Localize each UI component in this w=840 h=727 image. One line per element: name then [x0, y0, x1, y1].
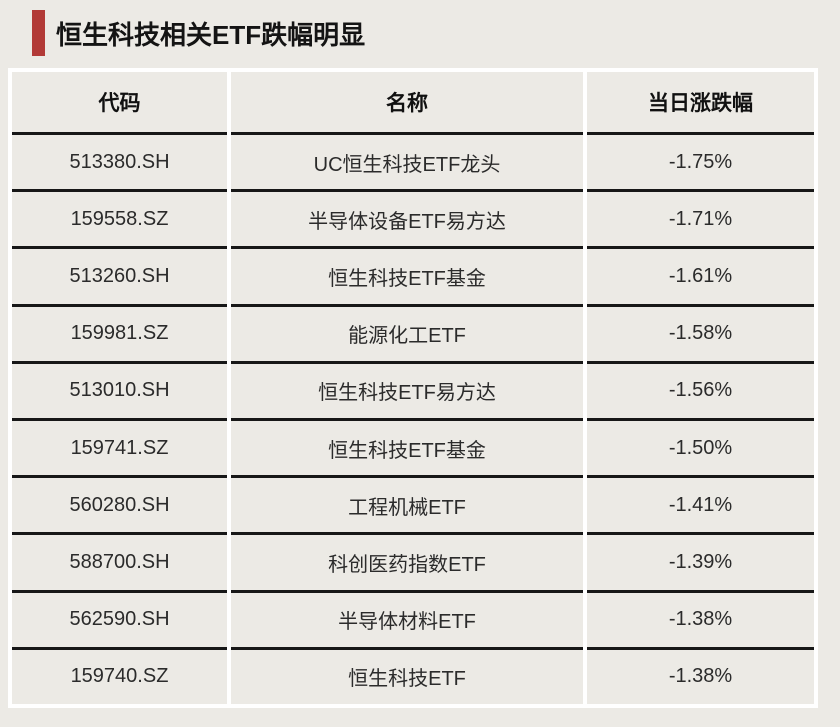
change-cell: -1.50% [587, 418, 814, 476]
etf-table: 代码 名称 当日涨跌幅 513380.SH UC恒生科技ETF龙头 -1.75%… [8, 68, 818, 708]
name-cell: UC恒生科技ETF龙头 [231, 132, 583, 190]
change-cell: -1.58% [587, 303, 814, 361]
code-cell: 588700.SH [12, 532, 227, 590]
etf-table-grid: 代码 名称 当日涨跌幅 513380.SH UC恒生科技ETF龙头 -1.75%… [12, 72, 814, 704]
change-cell: -1.56% [587, 360, 814, 418]
change-cell: -1.71% [587, 189, 814, 247]
name-cell: 科创医药指数ETF [231, 532, 583, 590]
name-cell: 恒生科技ETF易方达 [231, 360, 583, 418]
code-cell: 159740.SZ [12, 646, 227, 704]
accent-bar [32, 10, 45, 56]
change-cell: -1.61% [587, 246, 814, 304]
code-cell: 513010.SH [12, 360, 227, 418]
code-cell: 159981.SZ [12, 303, 227, 361]
code-cell: 513260.SH [12, 246, 227, 304]
column-header-change: 当日涨跌幅 [587, 72, 814, 132]
name-cell: 恒生科技ETF基金 [231, 418, 583, 476]
change-cell: -1.41% [587, 475, 814, 533]
headline: 恒生科技相关ETF跌幅明显 [32, 10, 365, 56]
code-cell: 562590.SH [12, 589, 227, 647]
page-title: 恒生科技相关ETF跌幅明显 [56, 19, 366, 50]
code-cell: 560280.SH [12, 475, 227, 533]
change-cell: -1.38% [587, 589, 814, 647]
name-cell: 工程机械ETF [231, 475, 583, 533]
change-cell: -1.38% [587, 646, 814, 704]
code-cell: 513380.SH [12, 132, 227, 190]
name-cell: 能源化工ETF [231, 303, 583, 361]
code-cell: 159558.SZ [12, 189, 227, 247]
change-cell: -1.75% [587, 132, 814, 190]
name-cell: 恒生科技ETF [231, 646, 583, 704]
code-cell: 159741.SZ [12, 418, 227, 476]
name-cell: 半导体设备ETF易方达 [231, 189, 583, 247]
name-cell: 恒生科技ETF基金 [231, 246, 583, 304]
change-cell: -1.39% [587, 532, 814, 590]
column-header-code: 代码 [12, 72, 227, 132]
name-cell: 半导体材料ETF [231, 589, 583, 647]
column-header-name: 名称 [231, 72, 583, 132]
